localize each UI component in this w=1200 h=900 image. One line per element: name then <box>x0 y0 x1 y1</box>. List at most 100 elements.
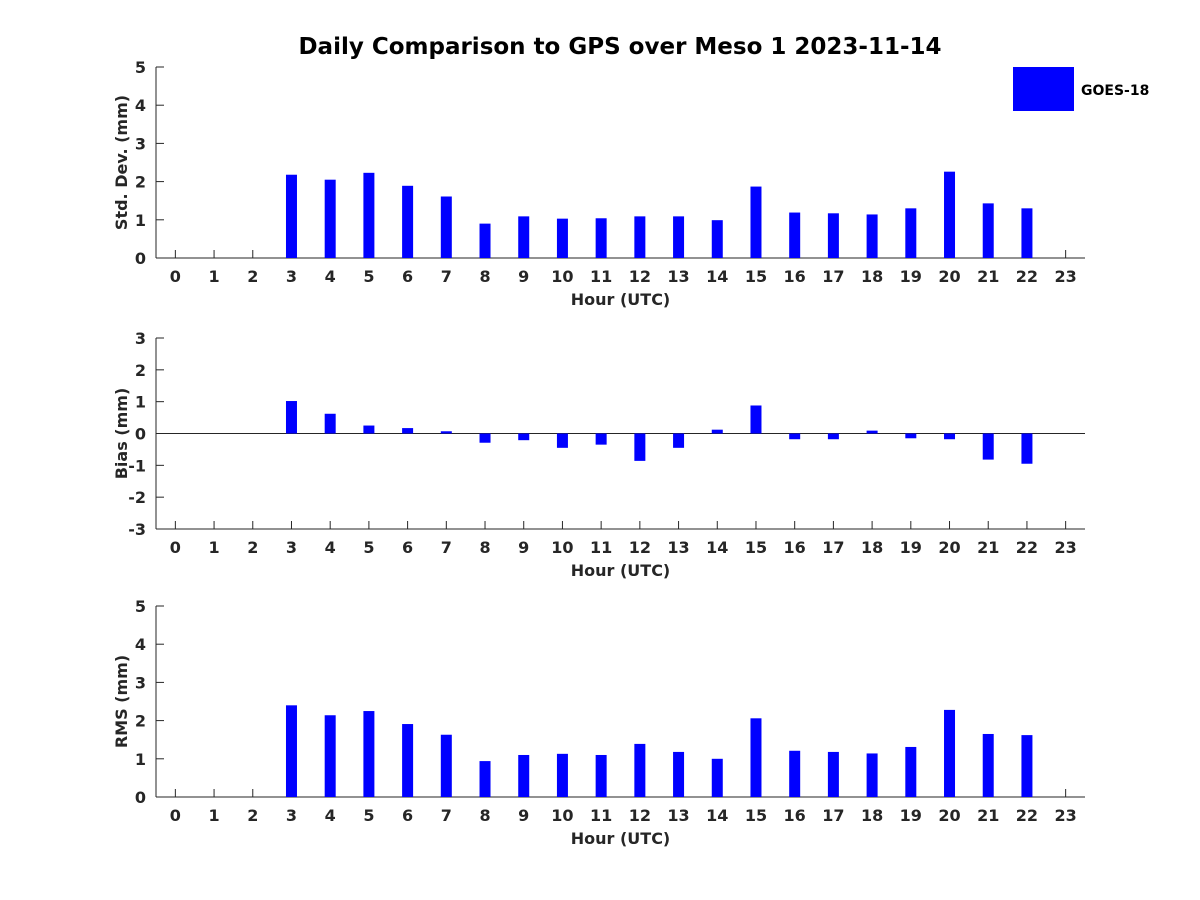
x-tick-label: 19 <box>900 806 922 825</box>
x-tick-label: 21 <box>977 267 999 286</box>
x-tick-label: 20 <box>938 538 960 557</box>
bar-hour-11 <box>595 433 607 445</box>
y-tick-label: -3 <box>128 520 146 539</box>
bar-hour-20 <box>944 171 956 258</box>
x-tick-label: 5 <box>363 538 374 557</box>
x-tick-label: 2 <box>247 806 258 825</box>
x-tick-label: 10 <box>551 538 573 557</box>
x-tick-label: 23 <box>1055 806 1077 825</box>
y-tick-label: 5 <box>135 58 146 77</box>
x-tick-label: 5 <box>363 806 374 825</box>
x-tick-label: 3 <box>286 267 297 286</box>
x-tick-label: 6 <box>402 267 413 286</box>
bar-hour-12 <box>634 216 646 258</box>
bar-hour-10 <box>556 433 568 448</box>
bar-hour-21 <box>982 433 994 460</box>
x-tick-label: 15 <box>745 806 767 825</box>
y-tick-label: 5 <box>135 597 146 616</box>
x-tick-label: 1 <box>208 806 219 825</box>
x-tick-label: 17 <box>822 267 844 286</box>
x-tick-label: 14 <box>706 538 728 557</box>
bar-hour-11 <box>595 218 607 258</box>
x-tick-label: 6 <box>402 538 413 557</box>
x-tick-label: 3 <box>286 806 297 825</box>
x-tick-label: 10 <box>551 267 573 286</box>
bar-hour-13 <box>673 216 685 258</box>
bar-hour-7 <box>440 734 452 797</box>
x-tick-label: 18 <box>861 538 883 557</box>
x-tick-label: 19 <box>900 538 922 557</box>
bar-hour-8 <box>479 223 491 258</box>
bar-hour-5 <box>363 425 375 434</box>
x-tick-label: 23 <box>1055 538 1077 557</box>
bar-hour-15 <box>750 186 762 258</box>
x-tick-label: 4 <box>325 806 336 825</box>
x-tick-label: 12 <box>629 538 651 557</box>
x-tick-label: 4 <box>325 267 336 286</box>
bar-hour-7 <box>440 431 452 434</box>
x-tick-label: 1 <box>208 538 219 557</box>
x-tick-label: 9 <box>518 538 529 557</box>
x-axis-label: Hour (UTC) <box>571 561 671 580</box>
x-tick-label: 13 <box>667 267 689 286</box>
bar-hour-6 <box>402 724 414 797</box>
bar-hour-18 <box>866 430 878 434</box>
bar-hour-22 <box>1021 735 1033 797</box>
bar-hour-6 <box>402 428 414 434</box>
bar-hour-8 <box>479 761 491 797</box>
bar-hour-17 <box>827 433 839 440</box>
y-tick-label: 2 <box>135 361 146 380</box>
bar-hour-16 <box>789 433 801 440</box>
x-tick-label: 21 <box>977 538 999 557</box>
x-tick-label: 8 <box>479 806 490 825</box>
x-tick-label: 0 <box>170 806 181 825</box>
y-axis-label: RMS (mm) <box>112 655 131 748</box>
y-axis-label: Std. Dev. (mm) <box>112 95 131 230</box>
bar-hour-9 <box>518 754 530 797</box>
x-tick-label: 18 <box>861 806 883 825</box>
legend-swatch <box>1013 67 1074 111</box>
bar-hour-19 <box>905 746 917 797</box>
bar-hour-15 <box>750 405 762 434</box>
bar-hour-21 <box>982 733 994 797</box>
y-tick-label: 3 <box>135 134 146 153</box>
y-tick-label: 0 <box>135 425 146 444</box>
bar-hour-14 <box>711 758 723 797</box>
x-tick-label: 18 <box>861 267 883 286</box>
bar-hour-22 <box>1021 208 1033 258</box>
x-tick-label: 23 <box>1055 267 1077 286</box>
bar-hour-22 <box>1021 433 1033 464</box>
bar-hour-6 <box>402 185 414 258</box>
x-tick-label: 3 <box>286 538 297 557</box>
x-tick-label: 13 <box>667 538 689 557</box>
bar-hour-19 <box>905 433 917 439</box>
bar-hour-17 <box>827 213 839 258</box>
x-tick-label: 10 <box>551 806 573 825</box>
x-tick-label: 0 <box>170 267 181 286</box>
bar-hour-20 <box>944 709 956 797</box>
bar-hour-8 <box>479 433 491 443</box>
bar-hour-18 <box>866 753 878 797</box>
x-axis-label: Hour (UTC) <box>571 829 671 848</box>
x-tick-label: 2 <box>247 538 258 557</box>
y-tick-label: -1 <box>128 456 146 475</box>
x-tick-label: 4 <box>325 538 336 557</box>
x-tick-label: 11 <box>590 538 612 557</box>
chart-title: Daily Comparison to GPS over Meso 1 2023… <box>298 34 941 60</box>
x-tick-label: 20 <box>938 267 960 286</box>
y-tick-label: 0 <box>135 788 146 807</box>
x-tick-label: 7 <box>441 806 452 825</box>
y-tick-label: 4 <box>135 635 146 654</box>
bar-hour-5 <box>363 172 375 258</box>
x-tick-label: 12 <box>629 267 651 286</box>
bar-hour-3 <box>285 401 297 434</box>
x-tick-label: 15 <box>745 538 767 557</box>
bar-hour-14 <box>711 220 723 258</box>
x-tick-label: 0 <box>170 538 181 557</box>
bar-hour-4 <box>324 179 336 258</box>
bar-hour-4 <box>324 715 336 797</box>
x-tick-label: 1 <box>208 267 219 286</box>
bar-hour-9 <box>518 433 530 441</box>
